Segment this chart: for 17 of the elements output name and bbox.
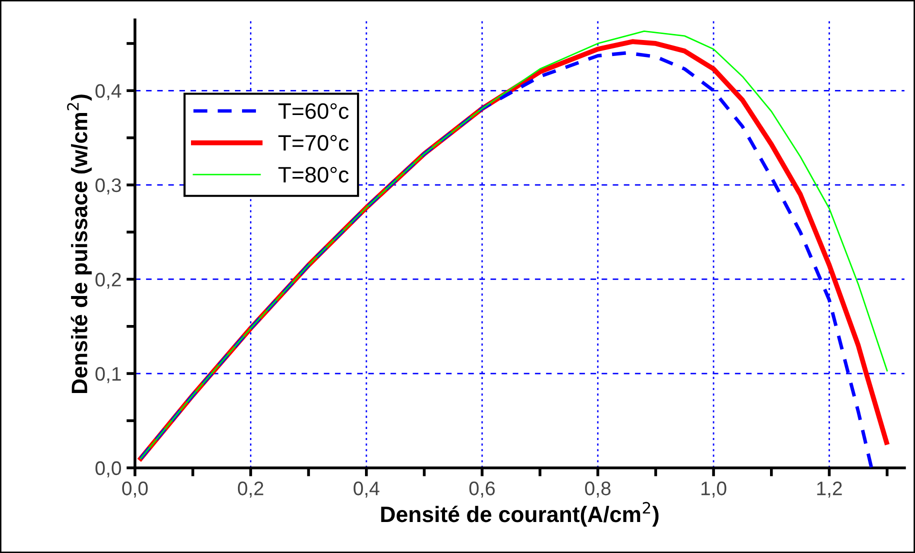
y-tick-label: 0,4 bbox=[96, 84, 122, 100]
y-tick-label: 0,0 bbox=[96, 461, 122, 478]
y-axis-title: Densité de puissace (w/cm$^{2}$) bbox=[67, 94, 92, 393]
x-tick-label: 0,8 bbox=[585, 482, 610, 498]
x-tick-label: 1,2 bbox=[817, 482, 842, 498]
x-tick-label: 1,0 bbox=[702, 482, 726, 498]
legend-label: T=60°c bbox=[278, 103, 349, 119]
x-tick-label: 0,6 bbox=[469, 482, 495, 498]
y-tick-label: 0,2 bbox=[96, 272, 121, 289]
legend-label: T=80°c bbox=[278, 166, 349, 183]
x-tick-label: 0,2 bbox=[238, 482, 264, 498]
x-tick-label: 0,4 bbox=[354, 482, 380, 498]
legend-label: T=70°c bbox=[278, 135, 349, 151]
x-axis-title: Densité de courant(A/cm$^{2}$) bbox=[381, 502, 659, 527]
y-tick-label: 0,3 bbox=[96, 178, 121, 194]
x-tick-label: 0,0 bbox=[122, 482, 148, 498]
y-tick-label: 0,1 bbox=[96, 367, 121, 384]
